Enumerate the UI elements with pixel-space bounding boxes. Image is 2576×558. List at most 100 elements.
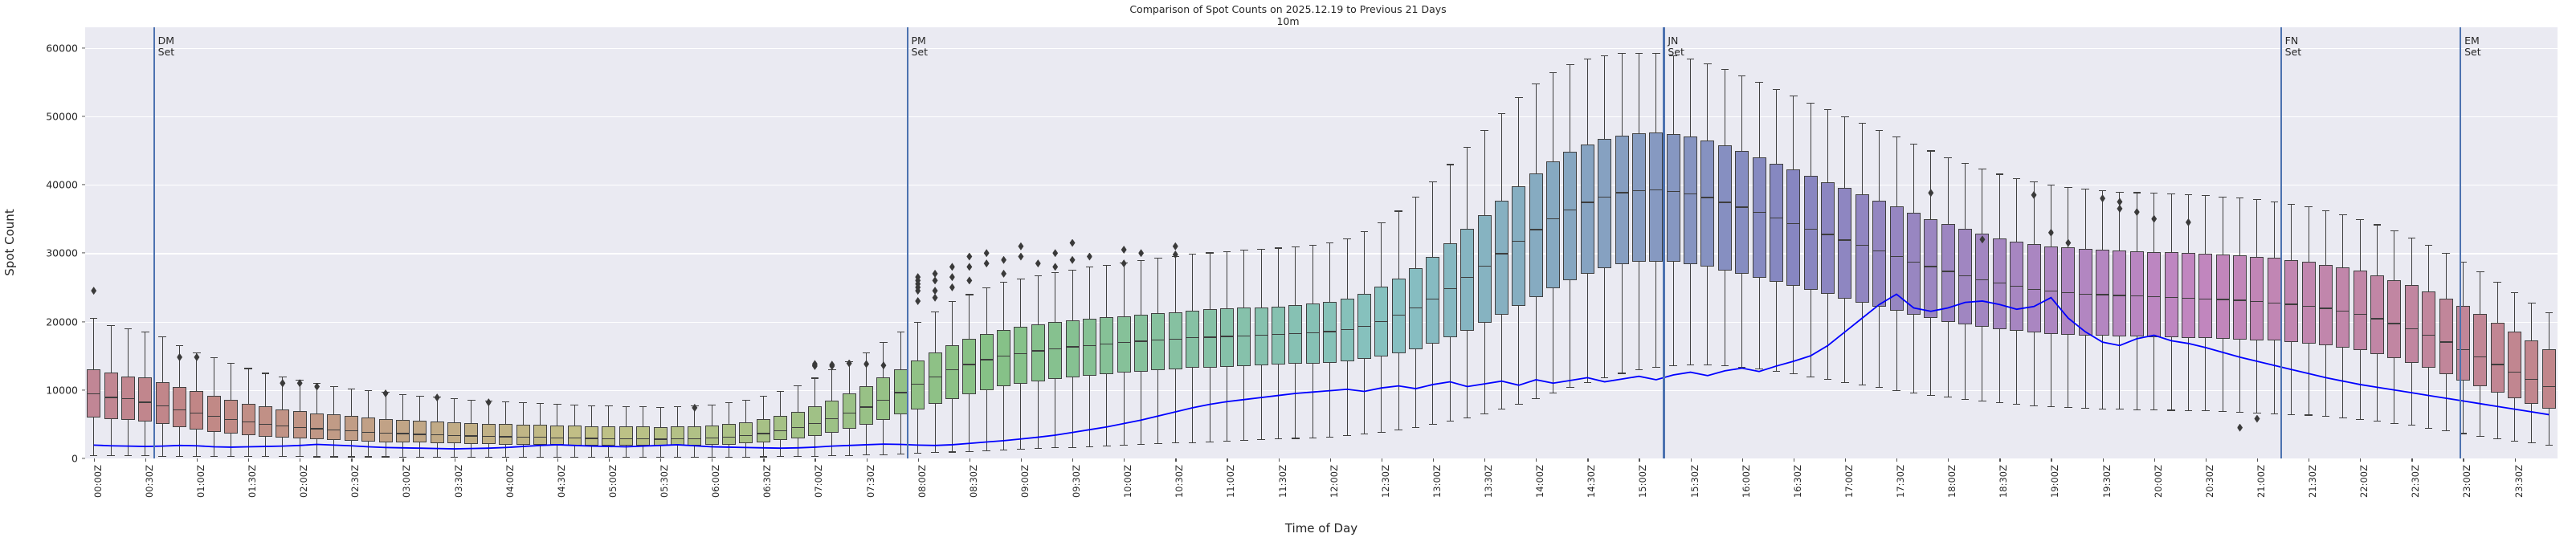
whisker-cap — [1051, 447, 1059, 449]
outlier-marker — [1172, 242, 1178, 250]
box-median — [1202, 336, 1217, 338]
x-tick-label: 23:00Z — [2461, 465, 2473, 499]
x-tick-label: 06:30Z — [761, 465, 774, 499]
whisker-cap — [2064, 186, 2072, 188]
box — [276, 409, 290, 438]
box-median — [602, 438, 616, 439]
box — [2473, 314, 2488, 387]
x-tick-mark — [1536, 458, 1537, 462]
outlier-marker — [434, 393, 440, 402]
x-tick-mark — [1587, 458, 1589, 462]
today-line — [93, 293, 2549, 450]
whisker-cap — [398, 393, 407, 395]
whisker-cap — [1154, 258, 1162, 259]
box — [2439, 298, 2453, 375]
whisker-cap — [2184, 409, 2193, 411]
box — [928, 352, 942, 404]
whisker-cap — [880, 454, 888, 455]
whisker-cap — [1446, 421, 1455, 422]
box — [2061, 247, 2076, 335]
x-tick-label: 03:00Z — [401, 465, 413, 499]
box-median — [395, 433, 410, 434]
box-median — [979, 359, 994, 360]
whisker-cap — [794, 455, 802, 458]
x-tick-label: 10:30Z — [1174, 465, 1186, 499]
whisker-cap — [364, 389, 373, 391]
x-tick-mark — [1948, 458, 1949, 462]
box-median — [1598, 196, 1612, 198]
whisker-cap — [1480, 413, 1488, 414]
whisker-cap — [193, 352, 201, 353]
whisker-cap — [1995, 173, 2004, 175]
whisker-cap — [2116, 191, 2124, 193]
whisker-cap — [312, 456, 321, 458]
x-tick-mark — [1432, 458, 1435, 462]
box-median — [670, 438, 684, 440]
box — [2181, 253, 2195, 338]
box — [859, 385, 874, 426]
box-median — [1391, 315, 1406, 316]
box — [464, 422, 479, 444]
whisker-cap — [2407, 425, 2416, 426]
whisker-cap — [2390, 422, 2398, 424]
whisker-cap — [1858, 123, 1867, 124]
box-median — [1700, 197, 1715, 198]
whisker-cap — [1051, 272, 1059, 274]
whisker-cap — [1841, 116, 1849, 117]
whisker-cap — [2064, 407, 2072, 409]
box-median — [2456, 348, 2470, 350]
whisker-cap — [1378, 431, 1386, 433]
box-median — [945, 369, 959, 371]
whisker-cap — [810, 455, 819, 457]
x-tick-mark — [1175, 458, 1177, 462]
box — [2198, 254, 2213, 338]
whisker-cap — [1737, 75, 1746, 76]
box-median — [859, 406, 874, 408]
whisker-cap — [89, 454, 98, 456]
box-median — [1615, 192, 1629, 193]
whisker-cap — [742, 399, 750, 401]
x-tick-label: 02:00Z — [298, 465, 310, 499]
x-tick-label: 21:30Z — [2307, 465, 2319, 499]
whisker-cap — [1171, 442, 1180, 444]
whisker-cap — [193, 455, 201, 457]
gridline — [85, 47, 2558, 49]
whisker-cap — [536, 456, 545, 458]
outlier-marker — [2100, 194, 2106, 203]
box-median — [1649, 189, 1664, 191]
box-median — [1374, 320, 1389, 322]
whisker-cap — [2030, 181, 2038, 182]
box — [1580, 144, 1594, 274]
box-median — [258, 423, 272, 425]
whisker-cap — [2356, 418, 2364, 420]
whisker-cap — [656, 457, 664, 458]
whisker-cap — [175, 345, 184, 347]
outlier-marker — [846, 359, 852, 368]
box-median — [2233, 299, 2247, 301]
outlier-marker — [949, 263, 955, 271]
box — [1631, 133, 1646, 263]
whisker-cap — [691, 456, 699, 458]
whisker-cap — [948, 300, 957, 303]
box — [2164, 252, 2178, 338]
box-median — [533, 437, 547, 438]
box-median — [120, 397, 135, 400]
whisker-cap — [2373, 421, 2382, 422]
y-tick-label: 30000 — [46, 246, 78, 259]
outlier-marker — [915, 276, 921, 285]
x-tick-label: 15:00Z — [1637, 465, 1649, 499]
whisker-cap — [261, 456, 270, 458]
x-tick-mark — [1329, 458, 1331, 462]
box — [1735, 151, 1749, 274]
x-tick-label: 19:00Z — [2049, 465, 2061, 499]
outlier-marker — [966, 276, 973, 285]
box — [1717, 145, 1732, 271]
whisker-cap — [1257, 439, 1265, 441]
box — [1615, 135, 1629, 264]
box-median — [2078, 293, 2092, 295]
whisker-cap — [158, 336, 166, 338]
box-median — [447, 435, 462, 437]
whisker-cap — [1583, 381, 1592, 383]
box — [1941, 224, 1955, 322]
x-tick-label: 07:30Z — [864, 465, 876, 499]
